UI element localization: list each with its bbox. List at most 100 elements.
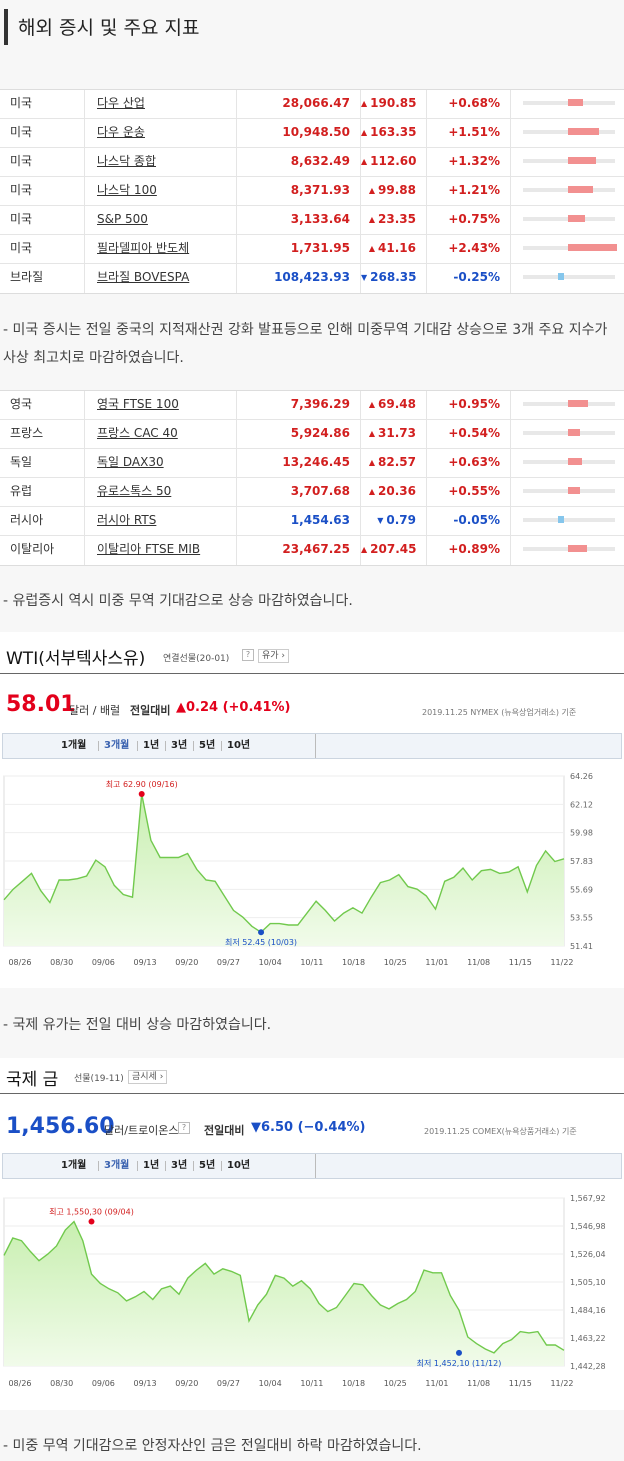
x-tick-label: 10/04 (259, 1379, 282, 1388)
index-name-link[interactable]: 이탈리아 FTSE MIB (84, 536, 236, 565)
change-value: 112.60 (370, 154, 417, 168)
change-cell: ▲ 69.48 (360, 391, 426, 420)
y-tick-label: 1,546,98 (570, 1222, 606, 1231)
x-tick-label: 11/15 (509, 958, 532, 967)
index-value: 5,924.86 (236, 420, 360, 449)
region-label: 미국 (10, 154, 33, 168)
change-bar-cell (510, 478, 624, 507)
index-value: 108,423.93 (236, 264, 360, 293)
bar-track (523, 518, 615, 522)
triangle-up-icon: ▲ (361, 157, 368, 166)
index-name-link[interactable]: 프랑스 CAC 40 (84, 420, 236, 449)
wti-compare-label: 전일대비 (130, 704, 171, 717)
change-bar-cell (510, 235, 624, 264)
tab-period[interactable]: 3년 (171, 740, 188, 751)
tab-period[interactable]: 10년 (227, 1160, 251, 1171)
tab-period[interactable]: 10년 (227, 740, 251, 751)
tab-divider (193, 741, 194, 751)
y-tick-label: 55.69 (570, 885, 593, 894)
tab-period[interactable]: 3년 (171, 1160, 188, 1171)
page-title: 해외 증시 및 주요 지표 (18, 17, 200, 39)
change-value: 163.35 (370, 125, 417, 139)
change-value: 31.73 (378, 426, 416, 440)
tab-divider (165, 741, 166, 751)
change-bar-cell (510, 449, 624, 478)
change-value: 99.88 (378, 183, 416, 197)
region-label: 영국 (10, 397, 33, 411)
index-value: 3,707.68 (236, 478, 360, 507)
index-name-link[interactable]: 다우 운송 (84, 119, 236, 148)
help-icon[interactable]: ? (178, 1122, 190, 1134)
tab-divider (315, 734, 316, 758)
tab-divider (137, 1161, 138, 1171)
index-value: 3,133.64 (236, 206, 360, 235)
help-icon[interactable]: ? (242, 649, 254, 661)
change-cell: ▲ 163.35 (360, 119, 426, 148)
tab-divider (221, 741, 222, 751)
change-bar (568, 487, 580, 494)
gold-price-link[interactable]: 금시세 › (128, 1070, 168, 1084)
series-line (3, 793, 565, 934)
gold-contract: 선물(19-11) (74, 1074, 124, 1084)
index-name-link[interactable]: 다우 산업 (84, 90, 236, 119)
triangle-up-icon: ▲ (368, 458, 376, 467)
change-bar (568, 128, 600, 135)
index-name-link[interactable]: 나스닥 100 (84, 177, 236, 206)
change-bar (568, 157, 596, 164)
change-bar (568, 186, 593, 193)
change-bar (568, 244, 617, 251)
note-eu: - 유럽증시 역시 미중 무역 기대감으로 상승 마감하였습니다. (3, 593, 353, 609)
gold-panel: 국제 금 선물(19-11) 금시세 › 1,456.60 달러/트로이온스 ?… (0, 1058, 624, 1410)
tab-period[interactable]: 1개월 (61, 1160, 87, 1171)
tab-period[interactable]: 3개월 (104, 740, 130, 751)
change-percent: +1.21% (426, 177, 510, 206)
index-value: 10,948.50 (236, 119, 360, 148)
x-tick-label: 11/08 (467, 958, 490, 967)
change-cell: ▲ 99.88 (360, 177, 426, 206)
index-name-link[interactable]: 유로스톡스 50 (84, 478, 236, 507)
x-tick-label: 08/26 (8, 958, 31, 967)
triangle-up-icon: ▲ (368, 186, 376, 195)
bar-track (523, 275, 615, 279)
tab-period[interactable]: 1개월 (61, 740, 87, 751)
tab-period[interactable]: 5년 (199, 1160, 216, 1171)
triangle-up-icon: ▲ (368, 429, 376, 438)
tab-divider (221, 1161, 222, 1171)
table-row: 미국 필라델피아 반도체 1,731.95 ▲ 41.16 +2.43% (0, 235, 624, 264)
change-percent: +0.95% (426, 391, 510, 420)
index-name-link[interactable]: 나스닥 종합 (84, 148, 236, 177)
y-tick-label: 1,463,22 (570, 1334, 606, 1343)
index-value: 8,632.49 (236, 148, 360, 177)
x-tick-label: 11/01 (425, 1379, 448, 1388)
change-percent: +0.75% (426, 206, 510, 235)
triangle-up-icon: ▲ (361, 128, 368, 137)
index-value: 28,066.47 (236, 90, 360, 119)
index-value: 7,396.29 (236, 391, 360, 420)
index-name-link[interactable]: 영국 FTSE 100 (84, 391, 236, 420)
wti-unit: 달러 / 배럴 (69, 704, 121, 717)
x-tick-label: 09/27 (217, 958, 240, 967)
header-accent-bar (4, 9, 8, 45)
tab-period[interactable]: 1년 (143, 740, 160, 751)
note-us: - 미국 증시는 전일 중국의 지적재산권 강화 발표등으로 인해 미중무역 기… (3, 322, 608, 366)
x-tick-label: 09/06 (92, 958, 115, 967)
region-label: 미국 (10, 212, 33, 226)
tab-period[interactable]: 1년 (143, 1160, 160, 1171)
table-row: 러시아 러시아 RTS 1,454.63 ▼ 0.79 -0.05% (0, 507, 624, 536)
change-percent: +0.63% (426, 449, 510, 478)
x-tick-label: 08/30 (50, 958, 73, 967)
triangle-up-icon: ▲ (368, 244, 376, 253)
index-name-link[interactable]: 러시아 RTS (84, 507, 236, 536)
wti-oil-link[interactable]: 유가 › (258, 649, 290, 663)
tab-period[interactable]: 5년 (199, 740, 216, 751)
x-tick-label: 10/18 (342, 958, 365, 967)
change-cell: ▼ 268.35 (360, 264, 426, 293)
index-name-link[interactable]: 브라질 BOVESPA (84, 264, 236, 293)
tab-period[interactable]: 3개월 (104, 1160, 130, 1171)
x-tick-label: 08/30 (50, 1379, 73, 1388)
tab-divider (193, 1161, 194, 1171)
index-name-link[interactable]: S&P 500 (84, 206, 236, 235)
index-name-link[interactable]: 독일 DAX30 (84, 449, 236, 478)
index-name-link[interactable]: 필라델피아 반도체 (84, 235, 236, 264)
change-bar-cell (510, 90, 624, 119)
